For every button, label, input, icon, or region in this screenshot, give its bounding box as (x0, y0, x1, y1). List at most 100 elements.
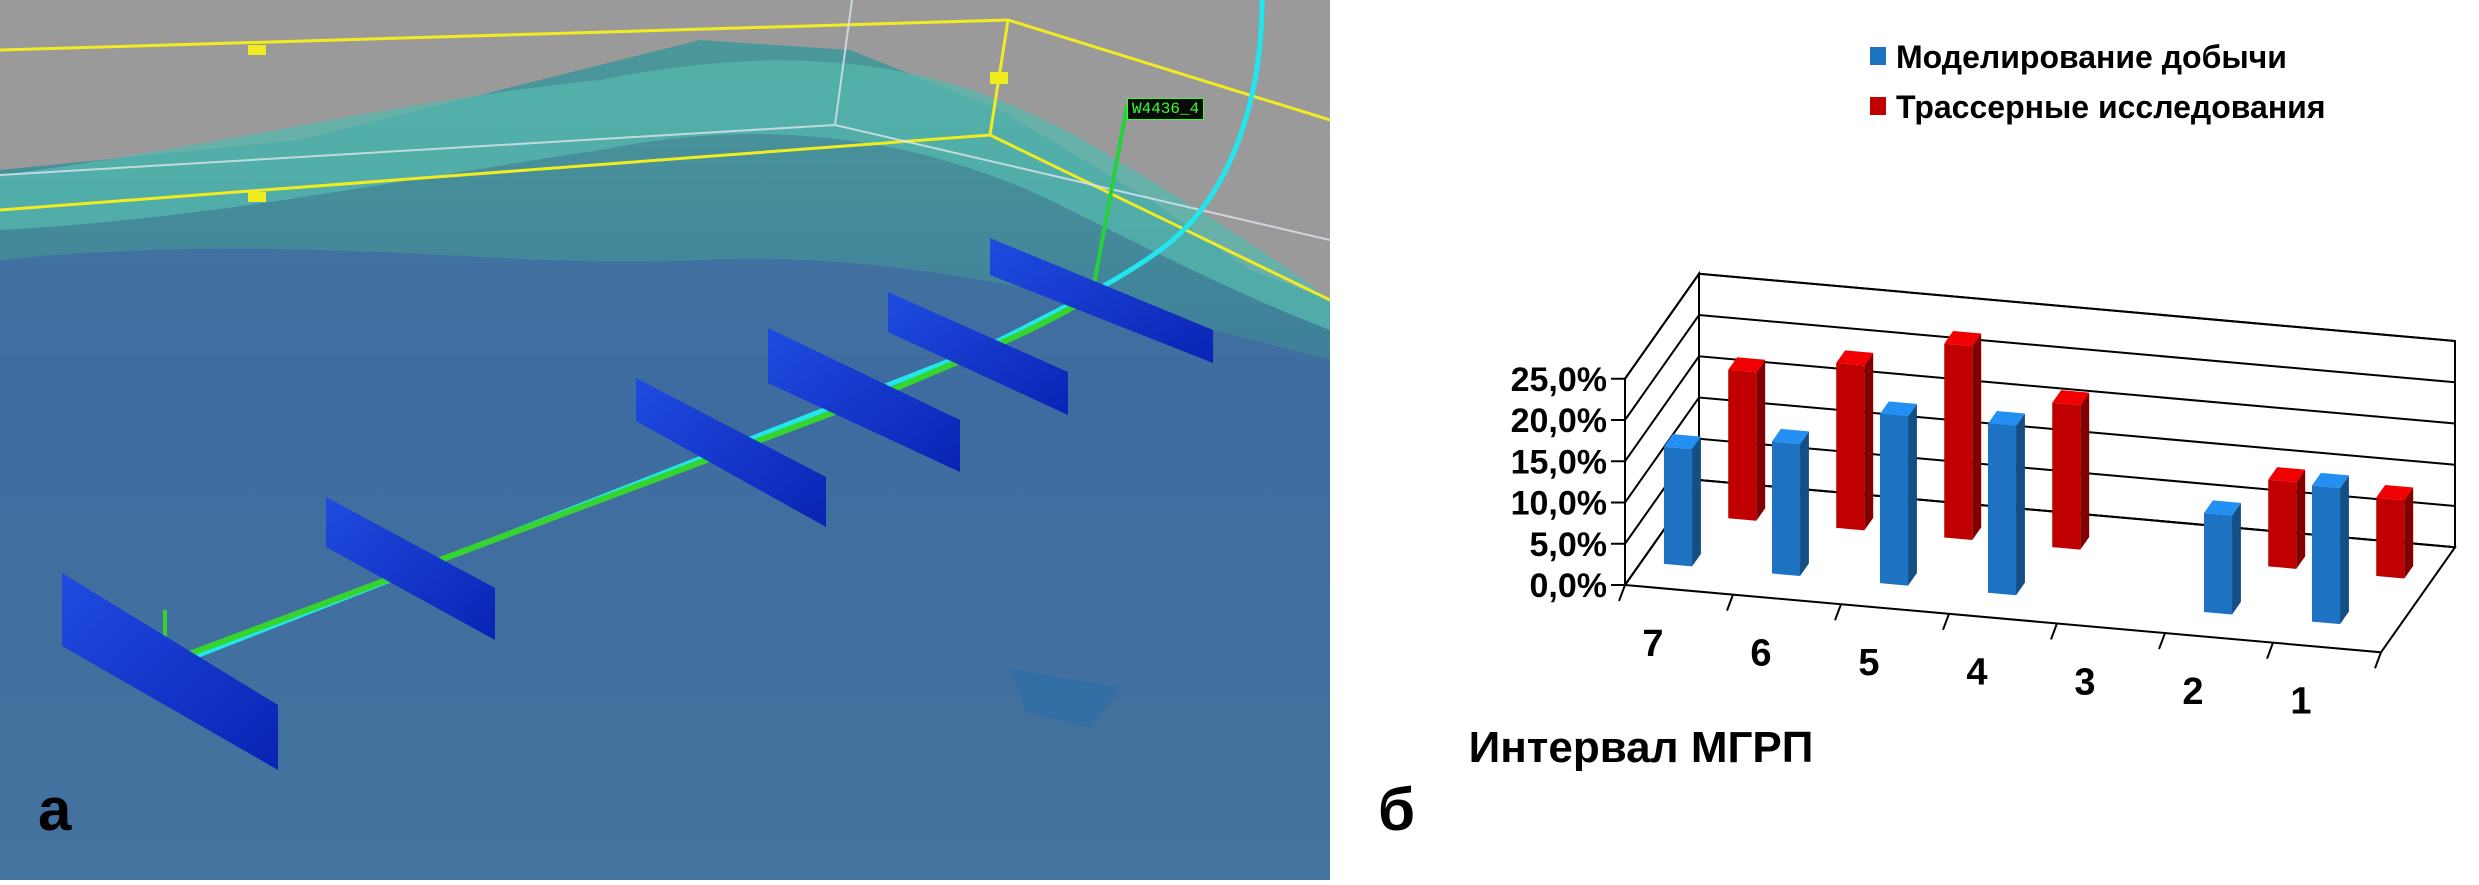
y-tick-label: 10,0% (1511, 485, 1607, 523)
x-tick-mark (2374, 651, 2382, 669)
bar (2376, 485, 2414, 579)
bar-side (2340, 475, 2349, 625)
bar-top (2311, 472, 2349, 488)
bar (1728, 357, 1766, 521)
well-model-panel: W4436_4 а (0, 0, 1330, 880)
bar-top (1944, 331, 1982, 347)
bounding-box-back (0, 0, 1330, 241)
bar-side (1972, 333, 1982, 541)
bar-front (1771, 441, 1801, 577)
y-tick-label: 5,0% (1530, 526, 1608, 564)
bar-side (2296, 469, 2306, 569)
legend-label-modeling: Моделирование добычи (1896, 39, 2287, 75)
bar-top (2052, 390, 2090, 406)
bar (1944, 331, 1982, 541)
bars (1663, 331, 2414, 625)
bar-front (1728, 369, 1757, 521)
x-tick-mark (1618, 584, 1626, 602)
bar-front (1944, 343, 1973, 541)
bar-front (2268, 479, 2297, 569)
well-trajectory (139, 0, 1265, 681)
x-tick-mark (2050, 623, 2058, 640)
bar (1771, 428, 1809, 577)
bar-side (1692, 436, 1701, 567)
x-tick-mark (2158, 632, 2166, 650)
box-marker (990, 72, 1008, 84)
x-tick-label: 5 (1858, 642, 1879, 684)
lower-surface (0, 248, 1330, 880)
y-tick-label: 0,0% (1530, 567, 1608, 605)
bar-chart: 0,0%5,0%10,0% 15,0%20,0%25,0% 7 6 5 4 3 2 1 Инт… (1469, 39, 2457, 772)
bar-front (2376, 497, 2405, 579)
top-surface (0, 60, 1330, 330)
x-tick-label: 2 (2182, 671, 2203, 713)
box-marker (248, 45, 266, 55)
x-tick-mark (1942, 613, 1950, 631)
well-label: W4436_4 (1127, 98, 1205, 120)
bar-front (2311, 485, 2341, 625)
bar (2203, 500, 2241, 615)
bar-front (1987, 423, 2017, 596)
well-stick (1090, 105, 1129, 296)
box-marker (248, 192, 266, 202)
y-axis-ticks: 0,0%5,0%10,0% 15,0%20,0%25,0% (1511, 361, 1607, 605)
bar-top (1836, 350, 1874, 366)
bar-side (1908, 403, 1917, 586)
x-tick-mark (1834, 603, 1842, 621)
bar-top (1987, 411, 2025, 427)
bar-top (1771, 428, 1809, 445)
y-tick-label: 15,0% (1511, 443, 1607, 481)
bar-side (2080, 392, 2090, 550)
bar (2311, 472, 2349, 625)
bar-front (1879, 414, 1909, 586)
y-tick-label: 20,0% (1511, 402, 1607, 440)
fracture-plane-4 (768, 328, 960, 472)
bar-front (2052, 402, 2081, 550)
fracture-plane-2 (990, 238, 1213, 363)
bar-side (1756, 359, 1766, 521)
bar-top (1728, 357, 1766, 373)
gridline (1624, 396, 2456, 504)
bar (1663, 434, 1701, 567)
fracture-plane-3 (888, 292, 1068, 415)
legend-swatch-modeling (1870, 47, 1886, 65)
panel-letter-b: б (1378, 776, 1416, 843)
x-tick-label: 3 (2074, 661, 2095, 703)
bar (1987, 411, 2025, 596)
fracture-plane-5 (636, 378, 826, 527)
bar-front (1663, 446, 1693, 567)
bar-side (1864, 352, 1874, 531)
x-tick-label: 1 (2290, 680, 2311, 722)
bar (1879, 401, 1917, 586)
bar (2268, 467, 2306, 569)
bar-side (1800, 431, 1809, 577)
fracture-plane-7 (62, 573, 278, 770)
grid-patch (1010, 668, 1120, 728)
bar-top (1879, 401, 1917, 417)
legend-label-tracer: Трассерные исследования (1896, 89, 2326, 125)
chart-panel: 0,0% 5,0% 10,0% 15,0% 20,0% 25,0% 7 6 5 4 3 2 1 Инт… (1330, 0, 2479, 880)
x-tick-label: 6 (1750, 632, 1771, 674)
y-tick-label: 25,0% (1511, 361, 1607, 399)
gridline (1624, 313, 2456, 421)
bar-top (1663, 434, 1701, 450)
bar-top (2203, 500, 2241, 516)
bar (1836, 350, 1874, 531)
bar (2052, 390, 2090, 550)
fracture-plane-6 (326, 497, 495, 640)
bar-side (2404, 487, 2414, 579)
x-tick-mark (1726, 594, 1734, 611)
bar-top (2268, 467, 2306, 483)
legend: Моделирование добычи Трассерные исследов… (1870, 39, 2326, 125)
legend-swatch-tracer (1870, 97, 1886, 115)
x-tick-label: 4 (1966, 652, 1987, 694)
x-axis-label: Интервал МГРП (1469, 723, 1814, 772)
panel-letter-a: а (38, 776, 72, 843)
bar-front (1836, 362, 1865, 531)
bar-front (2203, 512, 2233, 615)
bar-top (2376, 485, 2414, 501)
x-tick-label: 7 (1642, 623, 1663, 665)
bar-side (2016, 413, 2025, 596)
x-axis-ticks: 7 6 5 4 3 2 1 (1642, 623, 2311, 723)
bar-side (2232, 502, 2241, 615)
